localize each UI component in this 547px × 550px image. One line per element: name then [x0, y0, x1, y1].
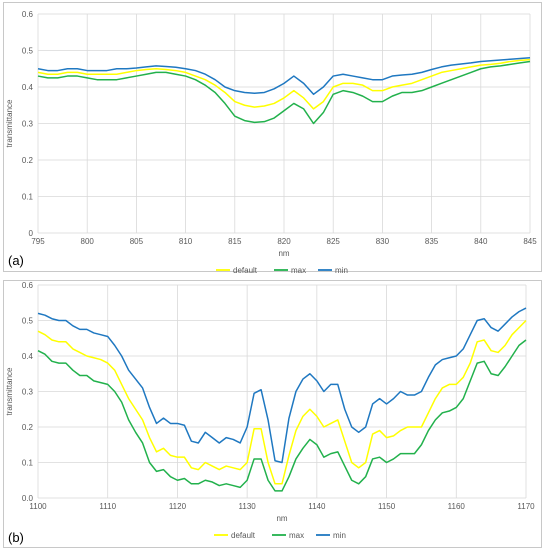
chart-a-series-default	[37, 58, 531, 110]
panel-label-b: (b)	[8, 530, 24, 545]
chart-b-ytick-label: 0.1	[22, 459, 34, 468]
chart-a-ytick-label: 0.1	[22, 193, 34, 202]
chart-a-xtick-label: 810	[179, 237, 193, 246]
chart-a-ytick-label: 0.3	[22, 120, 34, 129]
chart-a-xtick-label: 795	[31, 237, 45, 246]
chart-b-ytick-label: 0.0	[22, 494, 34, 503]
chart-a-xtick-label: 845	[523, 237, 537, 246]
chart-b-xtick-label: 1170	[517, 502, 535, 511]
chart-b-xtick-label: 1160	[448, 502, 466, 511]
chart-a-legend-label-default: default	[233, 266, 258, 273]
chart-b-series-max	[37, 339, 527, 492]
chart-b-legend-label-max: max	[289, 531, 304, 540]
chart-b-xtick-label: 1100	[29, 502, 47, 511]
chart-a-xtick-label: 830	[376, 237, 390, 246]
chart-a-ytick-label: 0.5	[22, 47, 34, 56]
chart-b-xtick-label: 1150	[378, 502, 396, 511]
chart-a-xtick-label: 840	[474, 237, 488, 246]
chart-b-series-default	[37, 319, 527, 485]
chart-b-xtick-label: 1140	[308, 502, 326, 511]
chart-b-ytick-label: 0.5	[22, 317, 34, 326]
chart-a-series-max	[37, 60, 531, 125]
chart-b-legend-label-min: min	[333, 531, 346, 540]
chart-b-svg: 0.0 0.1 0.2 0.3 0.4 0.5 0.6 1100 1110 1120 1130 114…	[5, 281, 535, 540]
chart-a-xtick-label: 815	[228, 237, 242, 246]
chart-a-series-min	[37, 57, 531, 96]
chart-a-ytick-label: 0	[29, 229, 34, 238]
chart-a-ytick-label: 0.6	[22, 10, 34, 19]
chart-b-xtick-label: 1120	[169, 502, 187, 511]
chart-b-ytick-label: 0.4	[22, 352, 34, 361]
chart-a-svg: 0 0.1 0.2 0.3 0.4 0.5 0.6 795 800 805 810 815 820 825…	[5, 10, 537, 273]
chart-a-ytick-label: 0.4	[22, 83, 34, 92]
chart-a-xtick-label: 805	[130, 237, 144, 246]
chart-b-ytick-label: 0.2	[22, 423, 34, 432]
chart-a-ytick-label: 0.2	[22, 156, 34, 165]
chart-a-xtick-label: 820	[277, 237, 291, 246]
chart-b-series-min	[37, 307, 527, 464]
chart-b-xlabel: nm	[276, 514, 287, 523]
chart-b-ytick-label: 0.6	[22, 281, 34, 290]
chart-a-xtick-label: 835	[425, 237, 439, 246]
chart-b-legend-label-default: default	[231, 531, 256, 540]
chart-a-ylabel: transmittance	[5, 99, 14, 148]
chart-a-xlabel: nm	[278, 249, 289, 258]
chart-b-xtick-label: 1130	[239, 502, 257, 511]
panel-label-a: (a)	[8, 253, 24, 268]
chart-a-legend-label-min: min	[335, 266, 348, 273]
chart-b-ytick-label: 0.3	[22, 388, 34, 397]
chart-b-ylabel: transmittance	[5, 367, 14, 416]
chart-a-legend-label-max: max	[291, 266, 306, 273]
chart-b-xtick-label: 1110	[99, 502, 116, 511]
chart-panel-a: 0 0.1 0.2 0.3 0.4 0.5 0.6 795 800 805 810 815 820 825…	[3, 2, 542, 273]
chart-a-xtick-label: 800	[81, 237, 95, 246]
chart-a-xtick-label: 825	[327, 237, 341, 246]
chart-panel-b: 0.0 0.1 0.2 0.3 0.4 0.5 0.6 1100 1110 1120 1130 114…	[3, 280, 542, 548]
